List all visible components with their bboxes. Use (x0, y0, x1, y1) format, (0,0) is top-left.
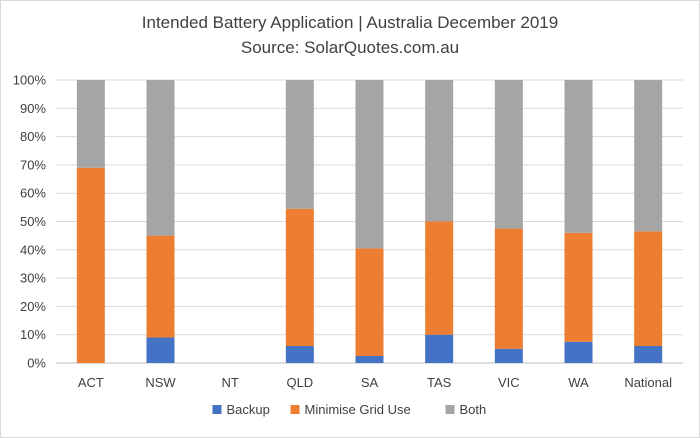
x-tick-label: National (624, 375, 672, 390)
bar-minimise-grid-use-wa (564, 232, 593, 342)
legend-label: Backup (227, 402, 270, 417)
bar-backup-sa (355, 355, 384, 363)
legend-swatch (212, 405, 222, 414)
x-tick-label: QLD (286, 375, 313, 390)
bar-minimise-grid-use-qld (285, 208, 314, 347)
bar-minimise-grid-use-act (76, 167, 105, 363)
bars (76, 80, 663, 363)
bar-minimise-grid-use-tas (425, 221, 454, 335)
y-tick-label: 50% (20, 214, 46, 229)
x-tick-label: NT (221, 375, 238, 390)
chart-subtitle: Source: SolarQuotes.com.au (241, 38, 459, 57)
bar-minimise-grid-use-sa (355, 248, 384, 356)
bar-backup-wa (564, 341, 593, 363)
y-tick-label: 40% (20, 242, 46, 257)
y-axis-tick-labels: 0% 10% 20% 30% 40% 50% 60% 70% 80% 90% 100% (13, 73, 47, 371)
bar-both-sa (355, 80, 384, 249)
y-tick-label: 20% (20, 299, 46, 314)
x-axis-tick-labels: ACT NSW NT QLD SA TAS VIC WA National (78, 375, 672, 390)
y-tick-label: 80% (20, 129, 46, 144)
x-tick-label: WA (568, 375, 589, 390)
bar-backup-qld (285, 346, 314, 363)
bar-backup-tas (425, 334, 454, 363)
x-tick-label: ACT (78, 375, 104, 390)
x-tick-label: NSW (145, 375, 176, 390)
legend-label: Both (460, 402, 487, 417)
legend: Backup Minimise Grid Use Both (212, 402, 487, 417)
bar-both-act (76, 80, 105, 168)
y-tick-label: 90% (20, 101, 46, 116)
x-tick-label: SA (361, 375, 379, 390)
y-tick-label: 10% (20, 327, 46, 342)
x-tick-label: VIC (498, 375, 520, 390)
bar-minimise-grid-use-national (634, 231, 663, 347)
x-tick-label: TAS (427, 375, 452, 390)
bar-both-nsw (146, 80, 175, 236)
y-tick-label: 60% (20, 186, 46, 201)
y-tick-label: 0% (27, 356, 46, 371)
chart-title: Intended Battery Application | Australia… (142, 13, 558, 32)
bar-backup-vic (494, 348, 523, 363)
bar-backup-national (634, 346, 663, 363)
bar-both-vic (494, 80, 523, 229)
bar-both-wa (564, 80, 593, 233)
bar-both-national (634, 80, 663, 232)
legend-label: Minimise Grid Use (305, 402, 411, 417)
legend-swatch (290, 405, 300, 414)
bar-both-tas (425, 80, 454, 222)
y-tick-label: 100% (13, 73, 47, 88)
bar-minimise-grid-use-vic (494, 228, 523, 349)
bar-backup-nsw (146, 337, 175, 363)
bar-minimise-grid-use-nsw (146, 235, 175, 338)
bar-both-qld (285, 80, 314, 209)
y-tick-label: 70% (20, 157, 46, 172)
legend-swatch (445, 405, 455, 414)
y-tick-label: 30% (20, 271, 46, 286)
